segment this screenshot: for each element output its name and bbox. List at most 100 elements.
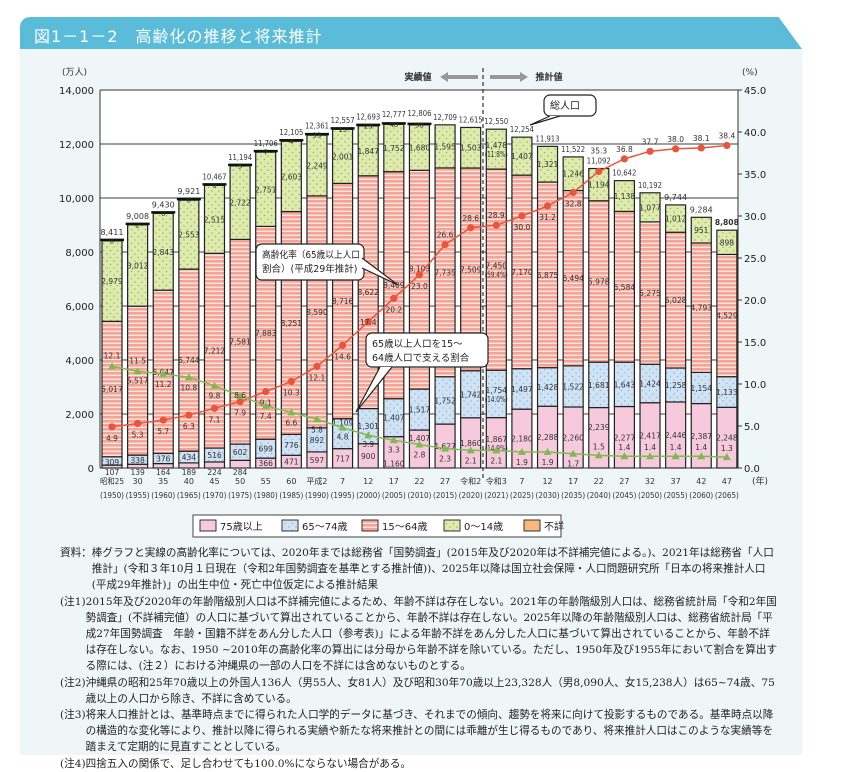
support-ratio-label: 2.1 — [490, 456, 502, 465]
data-label: 1,503 — [460, 144, 482, 153]
aging-rate-point — [134, 419, 142, 428]
bar-2055: 2,446 1,258 5,028 1,012 9,744 — [664, 193, 687, 469]
support-ratio-label: 1.9 — [542, 458, 554, 467]
data-label: 3,012 — [127, 262, 149, 271]
x-era-label: 22 — [594, 477, 604, 486]
x-year-label: (1985) — [279, 491, 303, 500]
support-ratio-point — [543, 448, 552, 456]
data-label: 164 — [156, 468, 171, 477]
bar-1955: 139 338 5,517 3,012 29,008 — [125, 212, 150, 477]
x-era-label: 47 — [722, 477, 732, 486]
support-ratio-label: 1.3 — [721, 444, 733, 453]
left-tick-label: 8,000 — [65, 248, 94, 259]
data-label: 6,494 — [562, 274, 584, 283]
support-ratio-callout: 65歳以上人口を15～ 64歳人口で支える割合 — [355, 332, 489, 413]
actual-values-label: 実績値 — [404, 71, 431, 83]
total-label: 12,777 — [382, 110, 406, 119]
x-year-label: (2040) — [587, 491, 611, 500]
total-label: 12,254 — [510, 125, 534, 134]
x-axis-unit: (年) — [752, 475, 768, 487]
total-label: 11,092 — [587, 157, 611, 166]
bar-1985: 471 776 8,251 2,603 412,105 — [279, 128, 304, 469]
note-label: (注1) — [60, 595, 86, 608]
bar-segment-0～14歳 — [665, 204, 687, 233]
aging-rate-label: 7.1 — [209, 415, 221, 424]
bar-2021: 1,867(14.9%)1,754(14.0%)7,450(59.4%)1,47… — [484, 117, 508, 469]
x-year-label: (2045) — [612, 491, 636, 500]
population-aging-chart: 1073095,0172,97908,4111393385,5173,01229… — [59, 67, 768, 538]
notes-section: 資料： 棒グラフと実線の高齢化率については、2020年までは総務省「国勢調査」(2… — [60, 545, 780, 772]
x-era-label: 令和2 — [460, 476, 481, 486]
data-label: 1,860 — [460, 439, 482, 448]
data-label: 8,251 — [281, 319, 303, 328]
data-label: 5,017 — [101, 385, 123, 394]
x-era-label: 30 — [133, 477, 143, 486]
x-era-label: 22 — [414, 477, 424, 486]
support-ratio-point — [492, 446, 501, 454]
data-label: 4,529 — [716, 312, 738, 321]
aging-rate-point — [620, 155, 629, 163]
unknown-label: 13 — [338, 126, 347, 134]
data-label: 1,742 — [460, 390, 482, 399]
total-label: 12,361 — [305, 121, 329, 130]
aging-rate-label: 14.6 — [334, 352, 351, 361]
data-label: 7,509 — [460, 265, 482, 274]
legend-swatch — [443, 519, 461, 532]
arrow-right-icon — [490, 72, 528, 82]
support-ratio-label: 8.6 — [234, 391, 246, 400]
unknown-label: 0 — [212, 182, 216, 190]
support-ratio-point — [133, 367, 142, 375]
left-tick-label: 2,000 — [65, 410, 94, 421]
total-label: 9,921 — [177, 187, 200, 196]
data-label: 2,248 — [716, 434, 738, 443]
aging-rate-point — [415, 271, 424, 279]
total-label: 9,008 — [126, 212, 149, 221]
x-era-label: 35 — [158, 477, 168, 486]
support-ratio-point — [620, 452, 629, 460]
data-label: 284 — [233, 468, 248, 477]
x-year-label: (2005) — [382, 491, 406, 500]
aging-rate-point — [723, 141, 731, 150]
data-label: 2,979 — [101, 277, 123, 286]
legend-label: 不詳 — [544, 520, 564, 533]
data-label: 2,387 — [691, 432, 713, 441]
aging-rate-label: 17.4 — [360, 318, 377, 327]
unknown-label: 23 — [364, 122, 373, 130]
support-ratio-point — [210, 381, 219, 389]
x-year-label: (2050) — [638, 491, 662, 500]
data-label: 1,301 — [357, 422, 379, 431]
left-tick-label: 10,000 — [59, 194, 94, 205]
right-tick-label: 25.0 — [744, 254, 766, 265]
aging-rate-point — [518, 212, 526, 220]
legend-label: 15～64歳 — [382, 521, 427, 533]
data-label: 6,875 — [537, 271, 559, 280]
left-tick-label: 12,000 — [59, 140, 94, 151]
x-year-label: (1965) — [177, 491, 201, 500]
left-tick-label: 14,000 — [59, 86, 94, 97]
data-label: 8,103 — [409, 265, 431, 274]
left-axis-unit: (万人) — [62, 67, 87, 78]
data-label: 1,133 — [716, 388, 738, 397]
data-label: 224 — [207, 468, 222, 477]
x-year-label: (2020) — [459, 491, 483, 500]
data-label: 8,716 — [332, 297, 354, 306]
data-label: 900 — [361, 452, 376, 461]
unknown-label: 98 — [415, 121, 424, 129]
x-era-label: 27 — [619, 477, 629, 486]
data-label: 7,735 — [434, 268, 456, 277]
total-label: 12,550 — [484, 117, 508, 126]
total-label: 11,194 — [228, 153, 252, 162]
note: 資料： 棒グラフと実線の高齢化率については、2020年までは総務省「国勢調査」(2… — [60, 545, 780, 594]
data-label: 5,978 — [588, 277, 610, 286]
bar-segment-0～14歳 — [536, 145, 559, 183]
legend-label: 0～14歳 — [464, 521, 503, 533]
x-era-label: 平成2 — [306, 476, 327, 486]
aging-rate-label: 5.7 — [157, 427, 169, 436]
legend: 75歳以上 65～74歳 15～64歳 0～14歳 不詳 — [192, 514, 564, 538]
x-year-label: (1995) — [331, 491, 355, 500]
callout-text: 64歳人口で支える割合 — [372, 352, 470, 364]
aging-rate-label: 37.7 — [642, 137, 659, 146]
left-tick-label: 0 — [88, 464, 94, 475]
